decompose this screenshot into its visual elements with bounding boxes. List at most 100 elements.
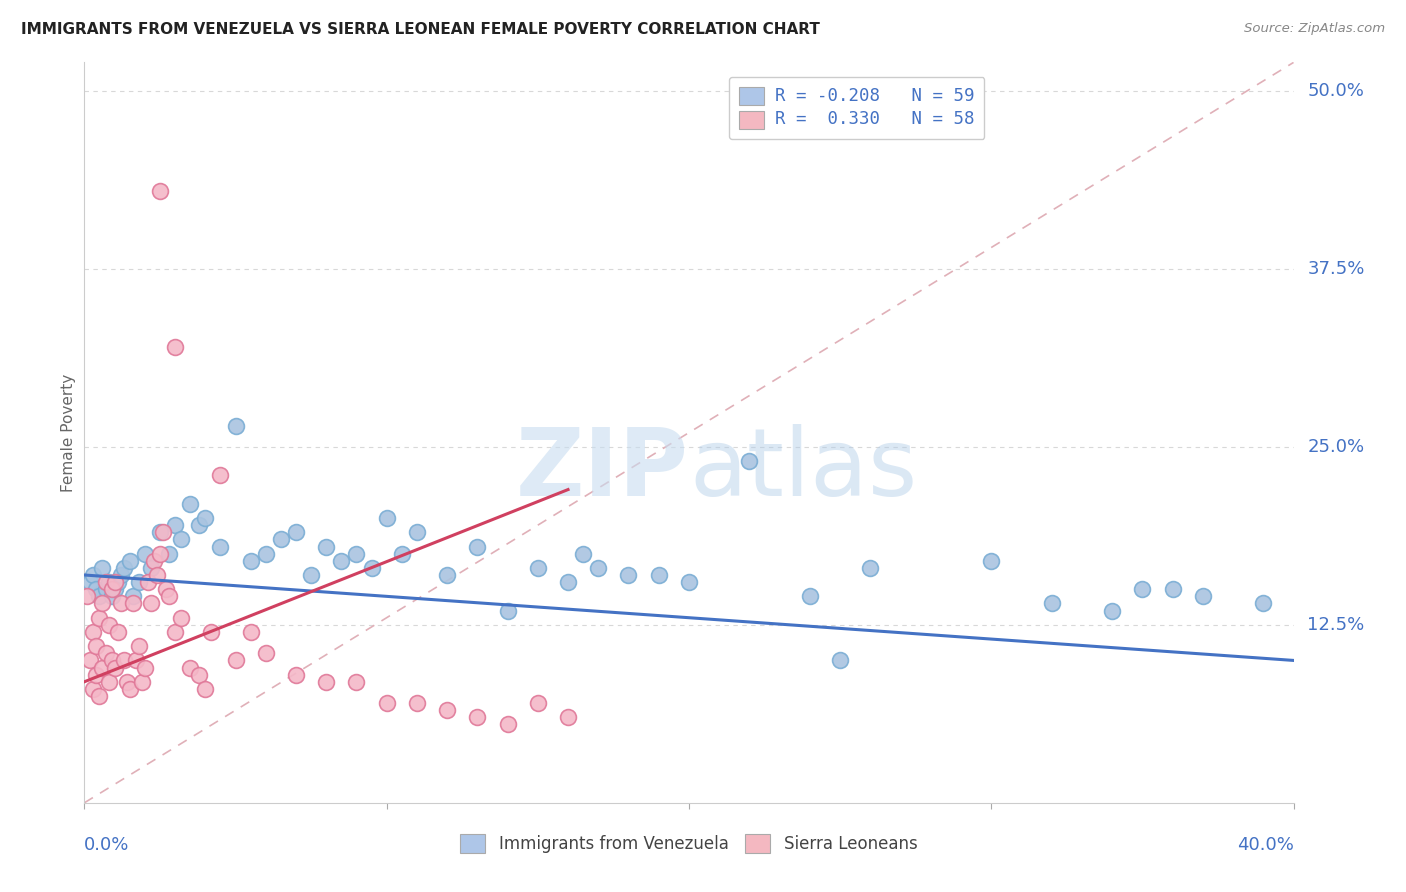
Point bbox=[467, 540, 489, 554]
Point bbox=[131, 674, 153, 689]
Text: 40.0%: 40.0% bbox=[1237, 836, 1294, 855]
Text: 25.0%: 25.0% bbox=[1308, 438, 1365, 456]
Point bbox=[360, 561, 382, 575]
Point bbox=[678, 575, 700, 590]
Point bbox=[128, 639, 150, 653]
Point bbox=[165, 340, 187, 354]
Point bbox=[86, 639, 108, 653]
Point bbox=[165, 624, 187, 639]
Text: 37.5%: 37.5% bbox=[1308, 260, 1365, 278]
Point bbox=[648, 568, 671, 582]
Point bbox=[1101, 604, 1123, 618]
Point bbox=[179, 497, 201, 511]
Point bbox=[617, 568, 640, 582]
Point bbox=[91, 561, 114, 575]
Point bbox=[89, 689, 111, 703]
Point bbox=[89, 590, 111, 604]
Point bbox=[91, 660, 114, 674]
Point bbox=[136, 575, 159, 590]
Point bbox=[94, 646, 117, 660]
Point bbox=[406, 696, 429, 710]
Y-axis label: Female Poverty: Female Poverty bbox=[60, 374, 76, 491]
Point bbox=[82, 681, 104, 696]
Point bbox=[527, 696, 550, 710]
Point bbox=[89, 610, 111, 624]
Legend: Immigrants from Venezuela, Sierra Leoneans: Immigrants from Venezuela, Sierra Leonea… bbox=[453, 825, 925, 861]
Text: IMMIGRANTS FROM VENEZUELA VS SIERRA LEONEAN FEMALE POVERTY CORRELATION CHART: IMMIGRANTS FROM VENEZUELA VS SIERRA LEON… bbox=[21, 22, 820, 37]
Point bbox=[830, 653, 852, 667]
Point bbox=[146, 568, 169, 582]
Point bbox=[315, 540, 337, 554]
Point bbox=[118, 681, 141, 696]
Point bbox=[91, 597, 114, 611]
Text: Source: ZipAtlas.com: Source: ZipAtlas.com bbox=[1244, 22, 1385, 36]
Point bbox=[1130, 582, 1153, 597]
Point bbox=[157, 547, 180, 561]
Point bbox=[94, 575, 117, 590]
Point bbox=[330, 554, 353, 568]
Point bbox=[179, 660, 201, 674]
Point bbox=[139, 597, 162, 611]
Point bbox=[467, 710, 489, 724]
Point bbox=[225, 653, 247, 667]
Point bbox=[1192, 590, 1215, 604]
Point bbox=[225, 418, 247, 433]
Point bbox=[100, 653, 122, 667]
Point bbox=[128, 575, 150, 590]
Point bbox=[152, 525, 174, 540]
Point bbox=[527, 561, 550, 575]
Point bbox=[209, 540, 232, 554]
Point bbox=[194, 681, 217, 696]
Point bbox=[104, 582, 127, 597]
Point bbox=[112, 561, 135, 575]
Point bbox=[391, 547, 413, 561]
Point bbox=[110, 568, 132, 582]
Point bbox=[436, 568, 458, 582]
Point bbox=[107, 575, 129, 590]
Point bbox=[254, 547, 277, 561]
Point bbox=[97, 674, 120, 689]
Point bbox=[194, 511, 217, 525]
Point bbox=[115, 674, 138, 689]
Point bbox=[86, 582, 108, 597]
Point bbox=[346, 674, 368, 689]
Text: 50.0%: 50.0% bbox=[1308, 82, 1364, 100]
Point bbox=[980, 554, 1002, 568]
Point bbox=[170, 533, 193, 547]
Point bbox=[155, 582, 177, 597]
Point bbox=[588, 561, 610, 575]
Point bbox=[1253, 597, 1275, 611]
Point bbox=[572, 547, 595, 561]
Point bbox=[375, 511, 398, 525]
Point bbox=[76, 590, 98, 604]
Point bbox=[346, 547, 368, 561]
Point bbox=[107, 624, 129, 639]
Text: atlas: atlas bbox=[689, 424, 917, 516]
Point bbox=[496, 604, 519, 618]
Text: 12.5%: 12.5% bbox=[1308, 615, 1365, 634]
Point bbox=[188, 518, 211, 533]
Point bbox=[139, 561, 162, 575]
Point bbox=[104, 660, 127, 674]
Point bbox=[97, 575, 120, 590]
Point bbox=[200, 624, 222, 639]
Point bbox=[82, 624, 104, 639]
Point bbox=[557, 710, 579, 724]
Point bbox=[165, 518, 187, 533]
Point bbox=[94, 582, 117, 597]
Point bbox=[1040, 597, 1063, 611]
Point bbox=[104, 575, 127, 590]
Point bbox=[239, 624, 262, 639]
Point bbox=[157, 590, 180, 604]
Point bbox=[100, 590, 122, 604]
Point bbox=[859, 561, 882, 575]
Point bbox=[1161, 582, 1184, 597]
Point bbox=[121, 590, 143, 604]
Point bbox=[125, 653, 148, 667]
Point bbox=[134, 660, 156, 674]
Point bbox=[82, 568, 104, 582]
Text: 0.0%: 0.0% bbox=[84, 836, 129, 855]
Point bbox=[557, 575, 579, 590]
Point bbox=[170, 610, 193, 624]
Point bbox=[149, 547, 172, 561]
